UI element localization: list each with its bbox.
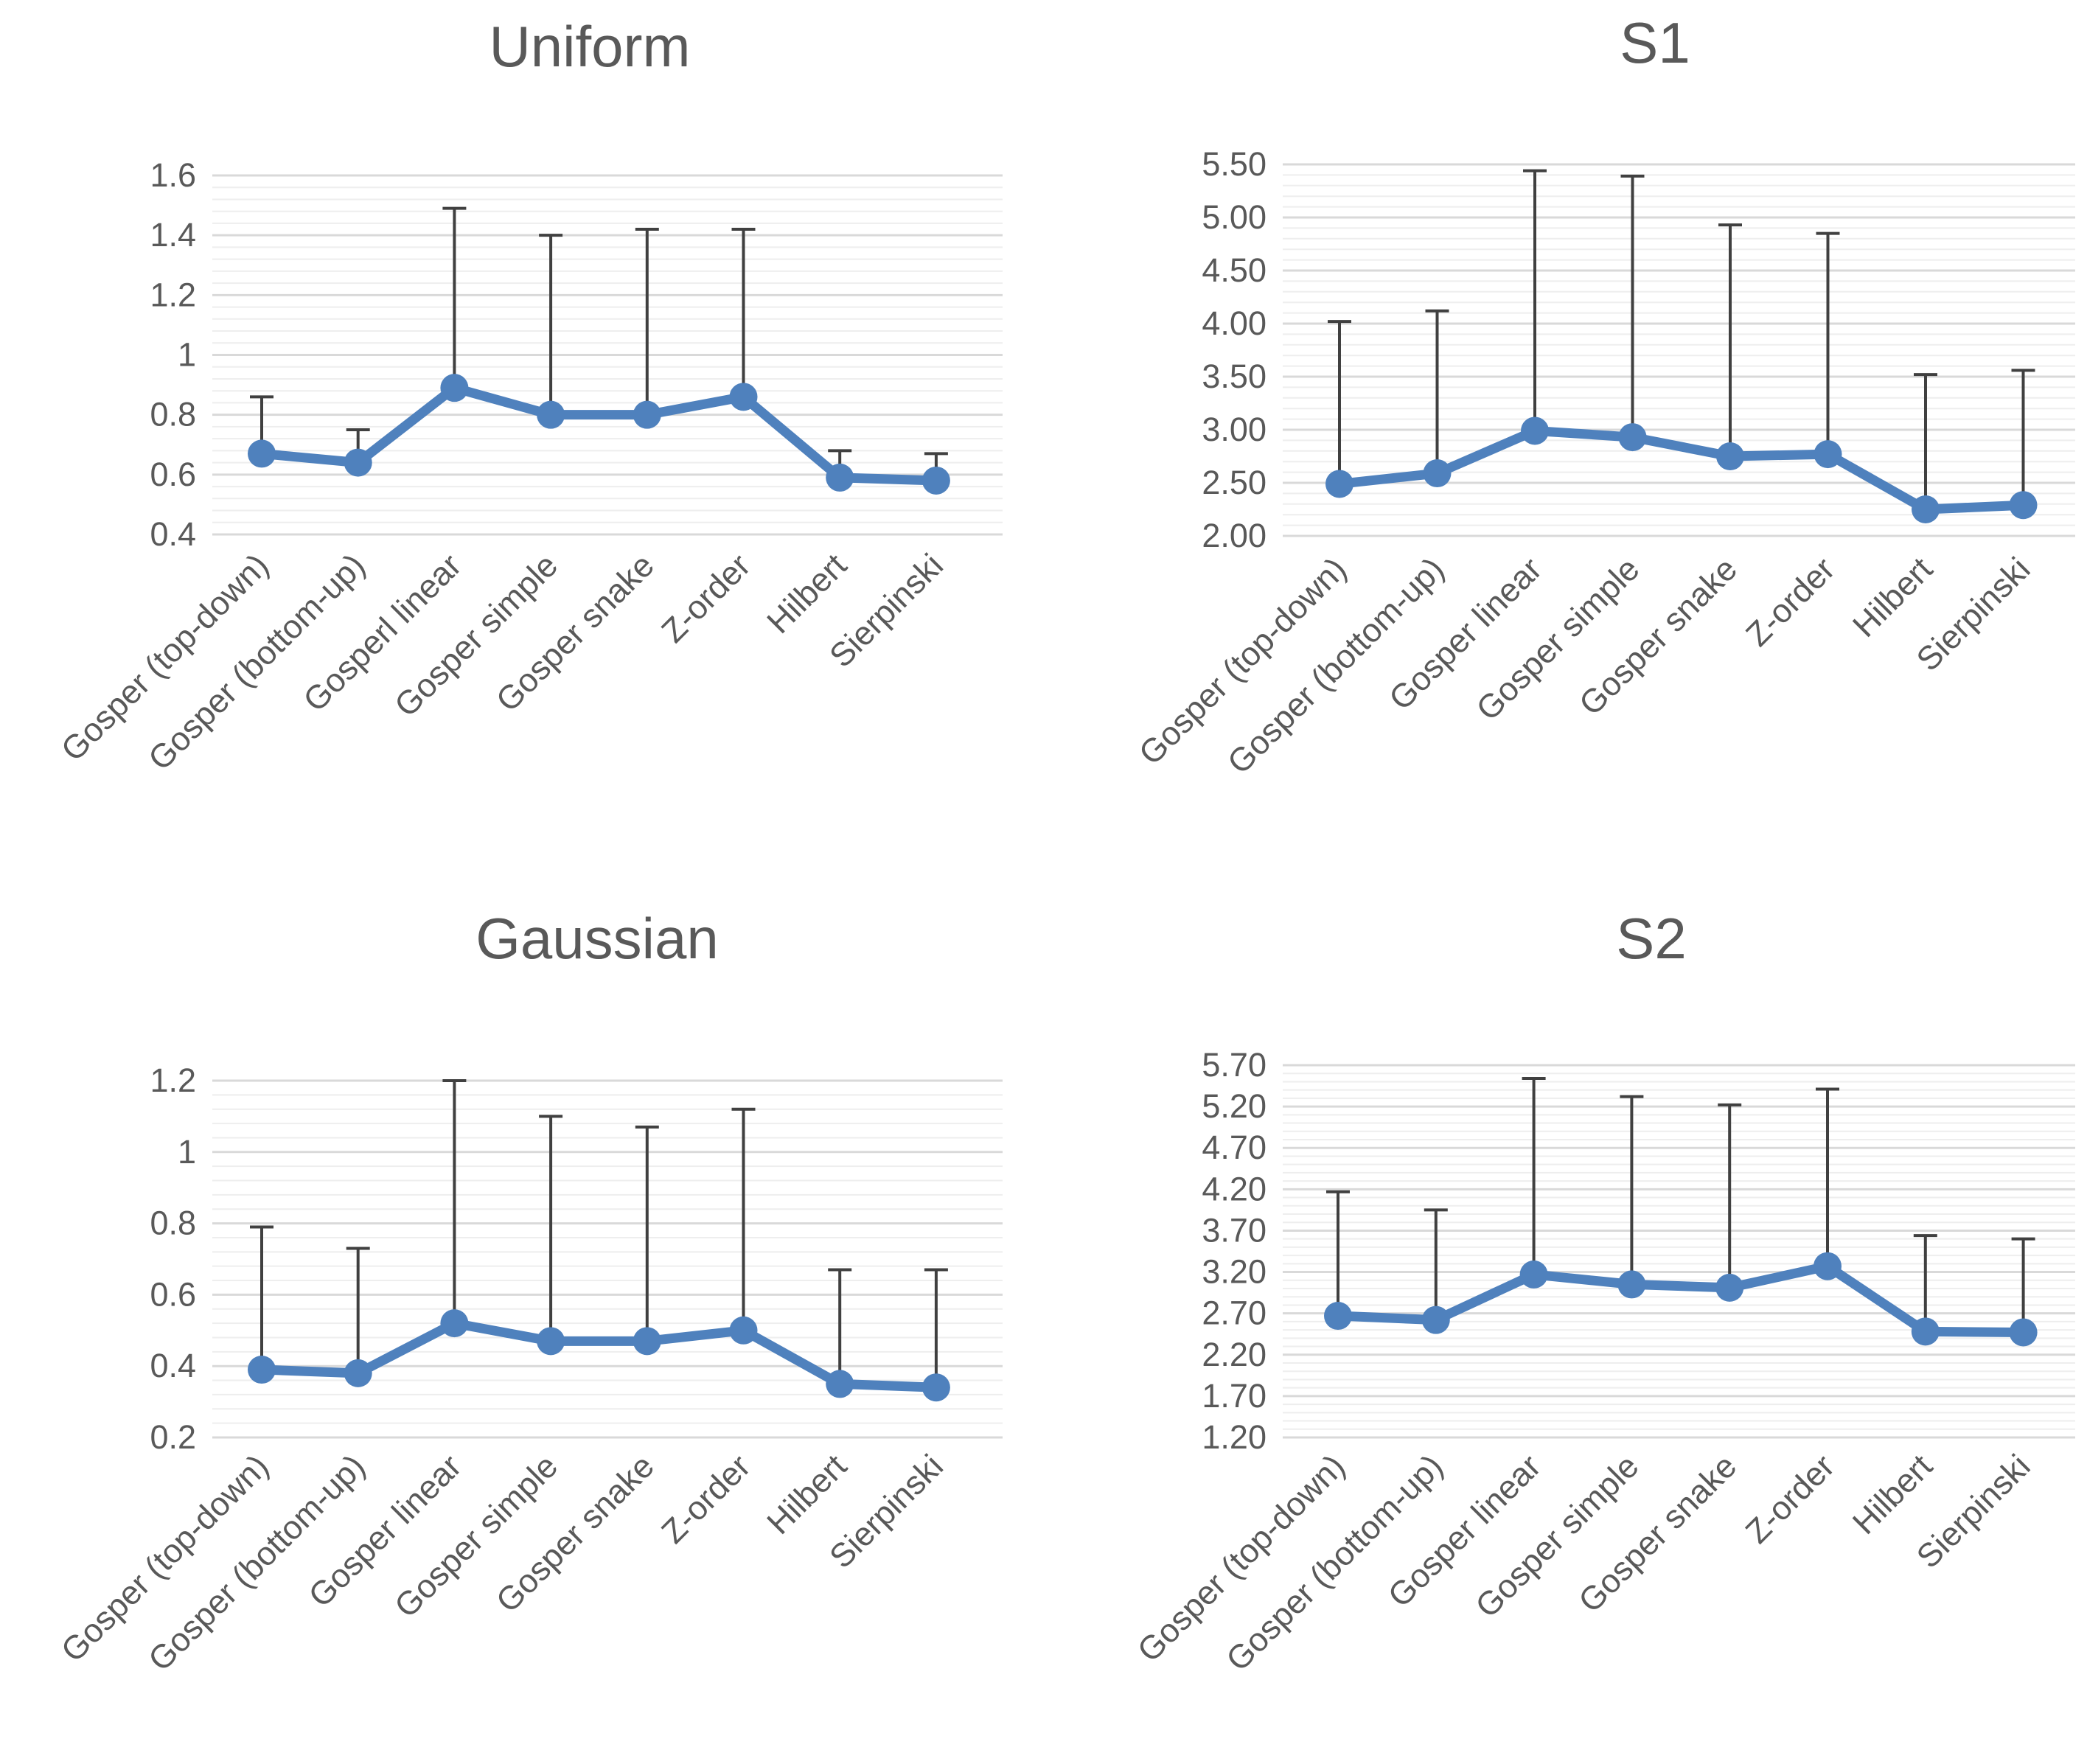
chart-title: Uniform [489, 14, 690, 79]
data-point [537, 1327, 565, 1356]
data-point [2009, 491, 2038, 520]
data-point [1618, 423, 1647, 452]
y-tick-label: 1.4 [150, 216, 196, 254]
category-label: Z-order [654, 1447, 757, 1550]
y-tick-label: 4.20 [1202, 1170, 1267, 1207]
y-tick-label: 1.20 [1202, 1418, 1267, 1456]
series-line [1334, 425, 2028, 515]
data-point [440, 1309, 469, 1338]
y-tick-label: 1.2 [150, 276, 196, 313]
data-point [826, 1370, 854, 1398]
data-point [248, 1356, 276, 1384]
y-tick-label: 1 [178, 1133, 196, 1171]
data-point [2009, 1318, 2038, 1347]
chart-title: S1 [1620, 10, 1690, 75]
data-point [1423, 459, 1452, 488]
y-tick-label: 3.50 [1202, 358, 1267, 395]
y-tick-label: 5.70 [1202, 1046, 1267, 1084]
data-point [1324, 1302, 1352, 1331]
y-tick-label: 0.8 [150, 396, 196, 433]
y-tick-label: 4.50 [1202, 251, 1267, 289]
series-line [257, 1318, 941, 1392]
category-label: Hilbert [759, 546, 854, 641]
y-tick-label: 3.00 [1202, 411, 1267, 448]
chart-title: Gaussian [475, 906, 719, 971]
y-tick-label: 3.70 [1202, 1211, 1267, 1249]
data-point [826, 463, 854, 492]
y-tick-label: 2.20 [1202, 1336, 1267, 1373]
data-point [1814, 1252, 1842, 1280]
series-line [257, 383, 941, 486]
data-point [633, 400, 661, 429]
data-point [1521, 416, 1549, 445]
y-tick-label: 0.8 [150, 1205, 196, 1242]
category-label: Hilbert [759, 1447, 854, 1541]
data-point [729, 383, 758, 411]
data-point [921, 1373, 950, 1402]
y-tick-label: 1.2 [150, 1061, 196, 1099]
data-point [344, 448, 372, 477]
y-tick-label: 2.00 [1202, 517, 1267, 554]
y-tick-label: 0.6 [150, 456, 196, 493]
y-tick-label: 1.70 [1202, 1377, 1267, 1415]
y-tick-label: 5.50 [1202, 145, 1267, 183]
data-point [921, 466, 950, 495]
y-tick-label: 5.20 [1202, 1087, 1267, 1125]
category-label: Gosper simple [387, 1447, 565, 1625]
data-point [1421, 1305, 1450, 1334]
y-tick-label: 2.70 [1202, 1294, 1267, 1332]
data-point [248, 439, 276, 468]
y-tick-label: 0.2 [150, 1418, 196, 1456]
category-label: Gosper simple [387, 546, 565, 724]
data-point [344, 1359, 372, 1387]
data-point [1715, 1273, 1744, 1302]
data-point [1617, 1270, 1646, 1299]
y-tick-label: 0.6 [150, 1275, 196, 1313]
category-label: Hilbert [1845, 1447, 1940, 1541]
category-label: Hilbert [1845, 550, 1940, 644]
y-tick-label: 1 [178, 336, 196, 374]
data-point [1716, 442, 1744, 470]
chart-s1: S15.505.004.504.003.503.002.502.00Gosper… [1132, 10, 2075, 781]
chart-s2: S2 5.705.20 4.70 4.20 3.70 3.202.70 2.20 1.701.… [1130, 906, 2075, 1678]
data-point [1519, 1260, 1548, 1289]
category-label: Z-order [1738, 550, 1842, 653]
data-point [1814, 440, 1842, 469]
y-tick-label: 0.4 [150, 1347, 196, 1384]
data-point [1325, 470, 1353, 498]
y-tick-label: 4.00 [1202, 304, 1267, 342]
y-tick-label: 3.20 [1202, 1253, 1267, 1291]
chart-title: S2 [1616, 906, 1686, 971]
category-label: Z-order [654, 546, 757, 649]
category-label: Z-order [1738, 1447, 1842, 1550]
data-point [1911, 1317, 1940, 1346]
y-tick-label: 0.4 [150, 515, 196, 553]
data-point [1912, 495, 1940, 523]
y-tick-label: 4.70 [1202, 1129, 1267, 1166]
data-point [537, 400, 565, 429]
y-tick-label: 1.6 [150, 156, 196, 194]
y-tick-label: 5.00 [1202, 198, 1267, 236]
data-point [729, 1316, 758, 1345]
series-line [1333, 1261, 2029, 1337]
y-tick-label: 2.50 [1202, 464, 1267, 501]
data-point [440, 374, 469, 402]
data-point [633, 1327, 661, 1356]
